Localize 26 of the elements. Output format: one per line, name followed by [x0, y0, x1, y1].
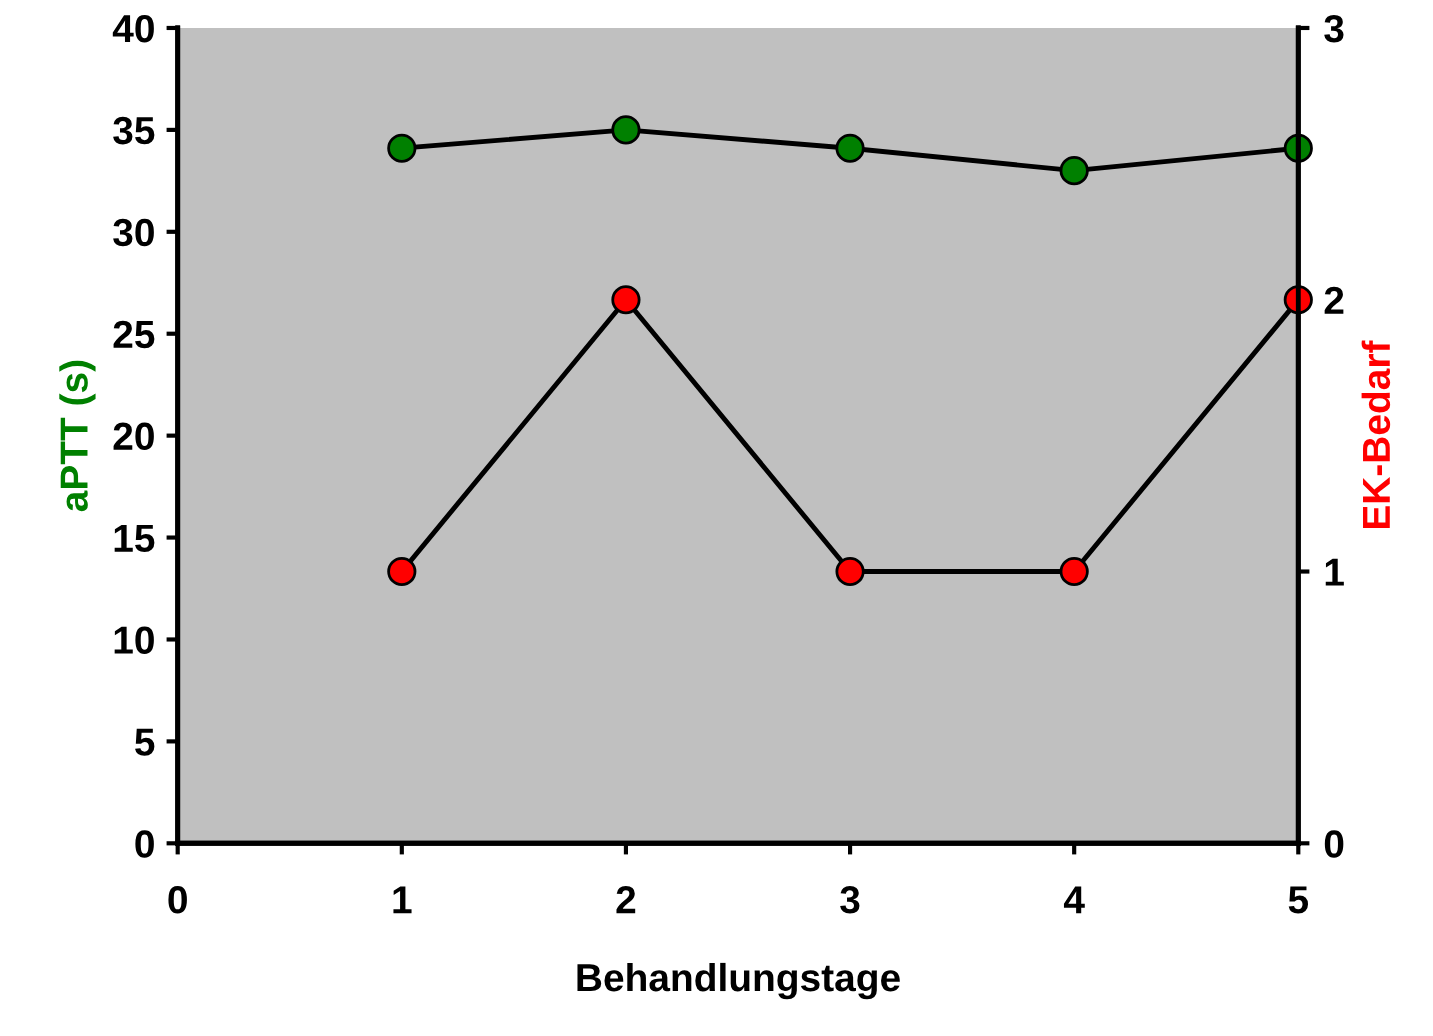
x-axis-title: Behandlungstage: [577, 962, 900, 1000]
y-tick-label: 10: [114, 626, 154, 654]
x-tick-label: 3: [840, 886, 860, 914]
x-tick-label: 1: [393, 886, 412, 914]
x-tick-label: 5: [1288, 886, 1309, 914]
y-tick-label: 0: [135, 830, 154, 858]
point: [611, 115, 641, 145]
y2-tick-label: 3: [1324, 14, 1344, 43]
y-tick-label: 30: [113, 218, 154, 247]
x-tick-label: 4: [1063, 886, 1085, 914]
y-axis-title: aPTT (s): [59, 360, 96, 512]
y-tick-label: 15: [114, 524, 155, 553]
y2-tick-label: 1: [1325, 558, 1344, 586]
y2-tick-label: 0: [1324, 830, 1344, 858]
y2-axis-title: EK-Bedarf: [1361, 340, 1391, 529]
x-tick-label: 2: [616, 886, 636, 914]
x-tick-label: 0: [168, 886, 187, 914]
point: [387, 133, 417, 163]
point: [835, 133, 865, 163]
y-tick-label: 35: [113, 116, 155, 145]
point: [1059, 156, 1089, 186]
y-tick-label: 20: [113, 422, 154, 451]
y-tick-label: 5: [135, 728, 155, 756]
y2-tick-label: 2: [1324, 286, 1344, 314]
y-tick-label: 25: [113, 320, 155, 349]
y-tick-label: 40: [112, 14, 154, 43]
